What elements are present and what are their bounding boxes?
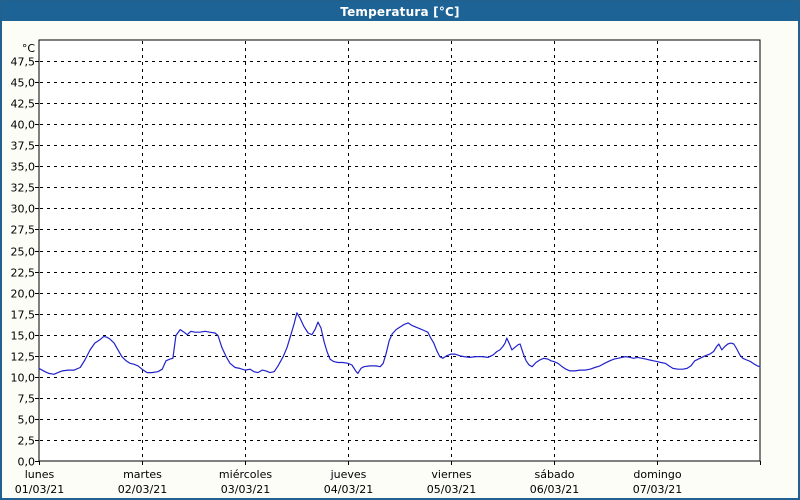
y-tick-label: 40,0: [11, 119, 36, 132]
x-date-label: 01/03/21: [15, 483, 64, 496]
y-tick-label: 2,5: [18, 435, 36, 448]
window-title: Temperatura [°C]: [340, 4, 460, 19]
y-tick-label: 7,5: [18, 393, 36, 406]
x-day-label: martes: [123, 468, 162, 481]
x-date-label: 06/03/21: [530, 483, 579, 496]
x-date-label: 07/03/21: [633, 483, 682, 496]
y-tick-label: 22,5: [11, 267, 36, 280]
window-title-bar: Temperatura [°C]: [2, 2, 798, 21]
y-tick-label: 10,0: [11, 372, 36, 385]
y-tick-label: 25,0: [11, 246, 36, 259]
x-day-label: lunes: [25, 468, 55, 481]
y-tick-label: 0,0: [18, 456, 36, 469]
y-tick-label: 47,5: [11, 56, 36, 69]
x-date-label: 04/03/21: [324, 483, 373, 496]
plot-border: [38, 39, 761, 462]
y-tick-label: 42,5: [11, 98, 36, 111]
y-tick-label: 37,5: [11, 140, 36, 153]
x-day-label: miércoles: [219, 468, 272, 481]
y-tick-label: 12,5: [11, 351, 36, 364]
y-tick-label: 27,5: [11, 224, 36, 237]
y-tick-label: 17,5: [11, 309, 36, 322]
chart-region: °C 0,0 2,5 5,0 7,5 10,0 12,5 15,0 17,5 20,0 22,5 25…: [2, 21, 798, 498]
x-day-label: jueves: [330, 468, 367, 481]
y-axis-unit-label: °C: [22, 42, 36, 55]
temperature-chart: °C 0,0 2,5 5,0 7,5 10,0 12,5 15,0 17,5 20,0 22,5 25…: [11, 39, 761, 496]
y-tick-label: 5,0: [18, 414, 36, 427]
x-date-label: 03/03/21: [221, 483, 270, 496]
y-tick-label: 20,0: [11, 288, 36, 301]
y-tick-label: 45,0: [11, 77, 36, 90]
x-day-label: sábado: [535, 468, 575, 481]
temperature-series-line: [38, 312, 761, 375]
x-date-label: 02/03/21: [118, 483, 167, 496]
x-date-label: 05/03/21: [427, 483, 476, 496]
y-tick-label: 15,0: [11, 330, 36, 343]
x-day-label: domingo: [633, 468, 681, 481]
y-tick-label: 35,0: [11, 161, 36, 174]
y-tick-label: 32,5: [11, 182, 36, 195]
y-tick-label: 30,0: [11, 203, 36, 216]
x-day-label: viernes: [431, 468, 471, 481]
